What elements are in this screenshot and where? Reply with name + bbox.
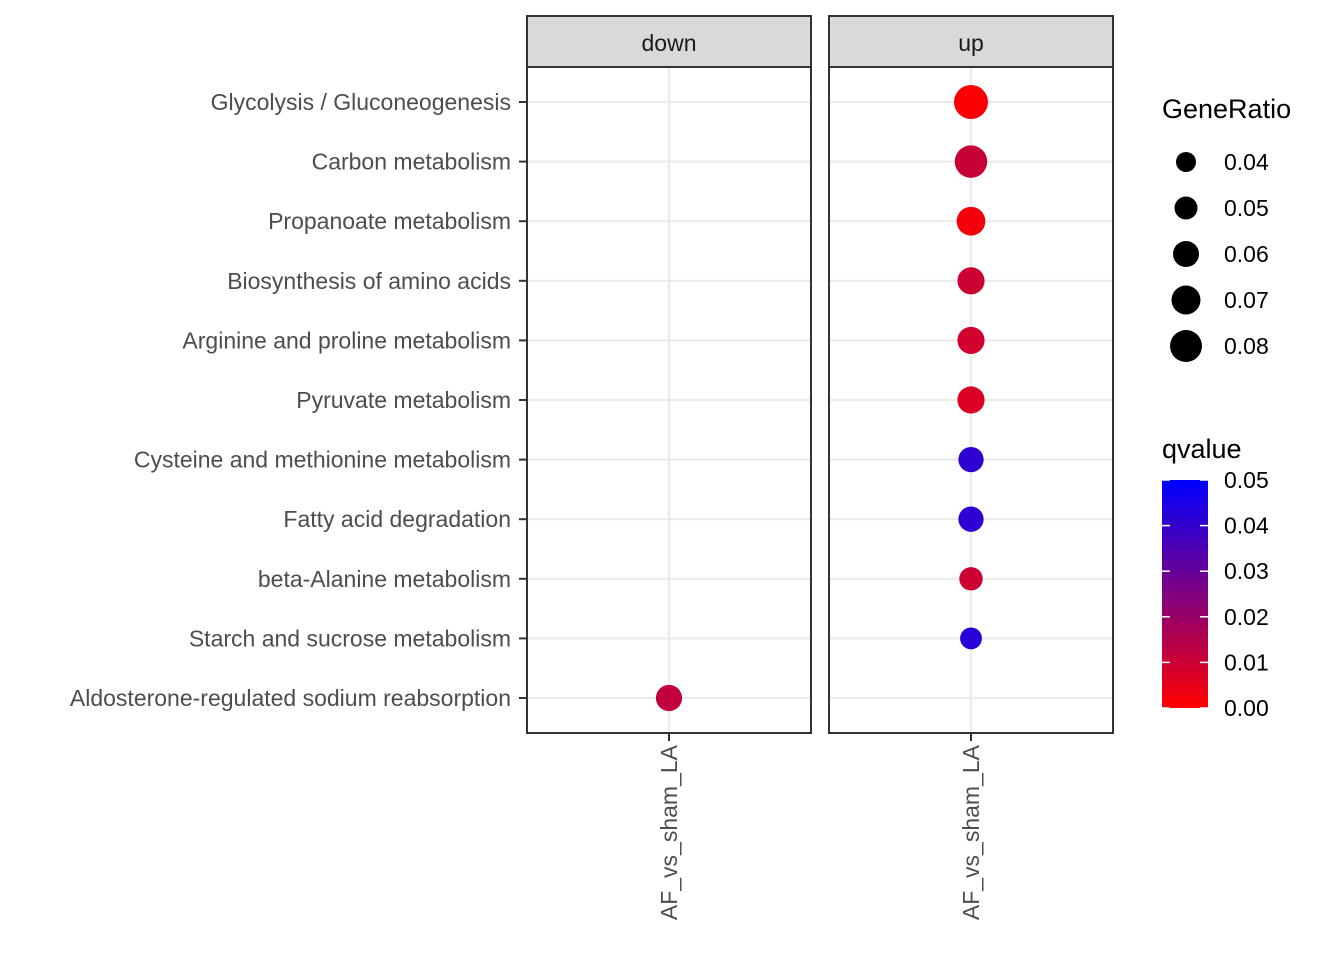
color-legend-label: 0.04 bbox=[1224, 513, 1269, 539]
color-legend-label: 0.02 bbox=[1224, 604, 1269, 630]
size-legend-label: 0.08 bbox=[1224, 333, 1269, 359]
y-tick-label: Starch and sucrose metabolism bbox=[189, 625, 511, 651]
y-tick-label: Propanoate metabolism bbox=[268, 208, 511, 234]
data-point bbox=[956, 206, 986, 236]
size-legend-title: GeneRatio bbox=[1162, 94, 1291, 124]
size-legend-key bbox=[1174, 196, 1198, 220]
facet-label: down bbox=[642, 30, 697, 56]
data-point bbox=[959, 567, 983, 591]
color-legend-label: 0.01 bbox=[1224, 649, 1269, 675]
data-point bbox=[958, 506, 984, 532]
size-legend-key bbox=[1173, 241, 1199, 267]
x-tick-label: AF_vs_sham_LA bbox=[958, 744, 984, 920]
y-tick-label: Fatty acid degradation bbox=[283, 506, 511, 532]
color-legend-label: 0.03 bbox=[1224, 558, 1269, 584]
data-point bbox=[954, 85, 988, 119]
data-point bbox=[957, 267, 985, 295]
color-legend-bar bbox=[1162, 480, 1208, 708]
size-legend-key bbox=[1170, 330, 1202, 362]
data-point bbox=[957, 326, 985, 354]
data-point bbox=[655, 684, 683, 712]
y-tick-label: beta-Alanine metabolism bbox=[258, 566, 511, 592]
color-legend-label: 0.00 bbox=[1224, 695, 1269, 721]
y-tick-label: Cysteine and methionine metabolism bbox=[134, 447, 511, 473]
data-point bbox=[957, 386, 985, 414]
y-tick-label: Biosynthesis of amino acids bbox=[227, 268, 511, 294]
facet-label: up bbox=[958, 30, 984, 56]
facet-strip bbox=[526, 15, 812, 68]
y-tick-label: Arginine and proline metabolism bbox=[182, 327, 511, 353]
data-point bbox=[958, 446, 984, 473]
size-legend-label: 0.05 bbox=[1224, 195, 1269, 221]
color-legend-title: qvalue bbox=[1162, 434, 1242, 464]
size-legend-label: 0.07 bbox=[1224, 287, 1269, 313]
y-tick-label: Carbon metabolism bbox=[312, 149, 511, 175]
x-tick-label: AF_vs_sham_LA bbox=[656, 744, 682, 920]
y-tick-label: Aldosterone-regulated sodium reabsorptio… bbox=[70, 685, 511, 711]
data-point bbox=[960, 627, 982, 650]
size-legend-label: 0.04 bbox=[1224, 149, 1269, 175]
color-legend-label: 0.05 bbox=[1224, 467, 1269, 493]
data-point bbox=[954, 145, 988, 178]
size-legend-key bbox=[1171, 285, 1201, 315]
y-tick-label: Glycolysis / Gluconeogenesis bbox=[211, 89, 511, 115]
facet-strip bbox=[828, 15, 1114, 68]
size-legend-label: 0.06 bbox=[1224, 241, 1269, 267]
size-legend-key bbox=[1176, 152, 1196, 172]
y-tick-label: Pyruvate metabolism bbox=[296, 387, 511, 413]
